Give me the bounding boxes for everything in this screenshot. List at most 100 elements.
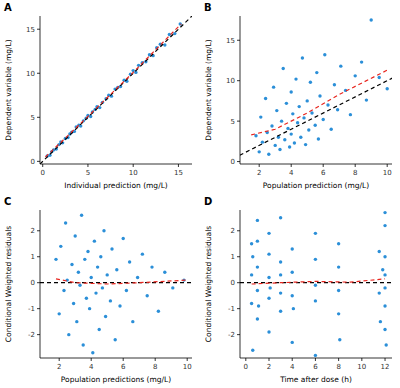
point [323, 53, 326, 56]
x-axis [240, 164, 392, 165]
y-axis [40, 210, 41, 358]
y-tick-label: 2 [231, 227, 235, 235]
y-tick [237, 161, 240, 162]
point [314, 258, 317, 261]
x-axis-label: Individual prediction (mg/L) [64, 181, 168, 190]
point [307, 128, 310, 131]
point [115, 268, 118, 271]
point [96, 265, 99, 268]
y-tick [237, 230, 240, 231]
x-tick [291, 164, 292, 167]
panel: C246810-2-1012Population predictions (mg… [4, 196, 192, 384]
point [302, 116, 305, 119]
panel-title: D [204, 196, 212, 207]
plot-area [40, 213, 192, 354]
point [86, 250, 89, 253]
y-tick [237, 282, 240, 283]
x-axis [40, 164, 192, 165]
x-tick [59, 358, 60, 361]
point [104, 315, 107, 318]
point [272, 85, 275, 88]
point [93, 239, 96, 242]
point [125, 289, 128, 292]
point [179, 22, 182, 25]
x-tick-label: 2 [267, 363, 271, 371]
point [267, 330, 270, 333]
x-tick [259, 164, 260, 167]
point [337, 312, 340, 315]
point [365, 98, 368, 101]
x-tick-label: 4 [89, 363, 94, 371]
point [337, 289, 340, 292]
x-tick [355, 164, 356, 167]
point [110, 247, 113, 250]
point [157, 310, 160, 313]
y-tick-label: -1 [28, 305, 35, 313]
x-tick-label: 8 [353, 169, 357, 177]
point [267, 276, 270, 279]
point [109, 299, 112, 302]
point [256, 219, 259, 222]
x-tick [338, 358, 339, 361]
y-tick [237, 40, 240, 41]
point [383, 224, 386, 227]
point [337, 265, 340, 268]
point [256, 289, 259, 292]
x-tick [123, 358, 124, 361]
line [45, 24, 181, 157]
point [360, 60, 363, 63]
point [322, 118, 325, 121]
point [291, 112, 294, 115]
point [118, 304, 121, 307]
x-tick-label: 0 [40, 169, 44, 177]
x-axis [40, 358, 192, 359]
x-axis-label: Population predictions (mg/L) [61, 375, 171, 384]
y-tick-label: 1 [31, 253, 35, 261]
point [141, 252, 144, 255]
point [136, 276, 139, 279]
point [83, 258, 86, 261]
point [310, 111, 313, 114]
point [80, 213, 83, 216]
y-axis-label: Conditional Weighted residuals [204, 226, 213, 342]
point [314, 123, 317, 126]
point [163, 271, 166, 274]
point [304, 143, 307, 146]
y-tick-label: 5 [31, 114, 35, 122]
y-tick-label: 15 [26, 26, 35, 34]
x-tick-label: 8 [153, 363, 157, 371]
point [383, 328, 386, 331]
y-tick-label: -2 [28, 331, 35, 339]
figure: A051015051015Individual prediction (mg/L… [0, 0, 400, 388]
point [291, 341, 294, 344]
point [336, 108, 339, 111]
panel: A051015051015Individual prediction (mg/L… [4, 2, 192, 190]
point [64, 221, 67, 224]
point [267, 297, 270, 300]
y-tick [37, 73, 40, 74]
x-axis [240, 358, 392, 359]
point [283, 138, 286, 141]
x-tick [178, 164, 179, 167]
x-tick [292, 358, 293, 361]
y-tick [237, 121, 240, 122]
panel-title: C [4, 196, 11, 207]
point [82, 343, 85, 346]
y-tick [37, 161, 40, 162]
point [146, 294, 149, 297]
point [279, 216, 282, 219]
point [131, 320, 134, 323]
point [288, 145, 291, 148]
x-tick [87, 164, 88, 167]
point [330, 128, 333, 131]
point [88, 307, 91, 310]
line [240, 282, 392, 283]
line [252, 279, 385, 284]
x-tick-label: 0 [244, 363, 248, 371]
point [259, 115, 262, 118]
y-tick-label: 10 [26, 70, 35, 78]
point [333, 83, 336, 86]
x-tick-label: 12 [381, 363, 390, 371]
y-tick [37, 117, 40, 118]
line [240, 16, 392, 162]
